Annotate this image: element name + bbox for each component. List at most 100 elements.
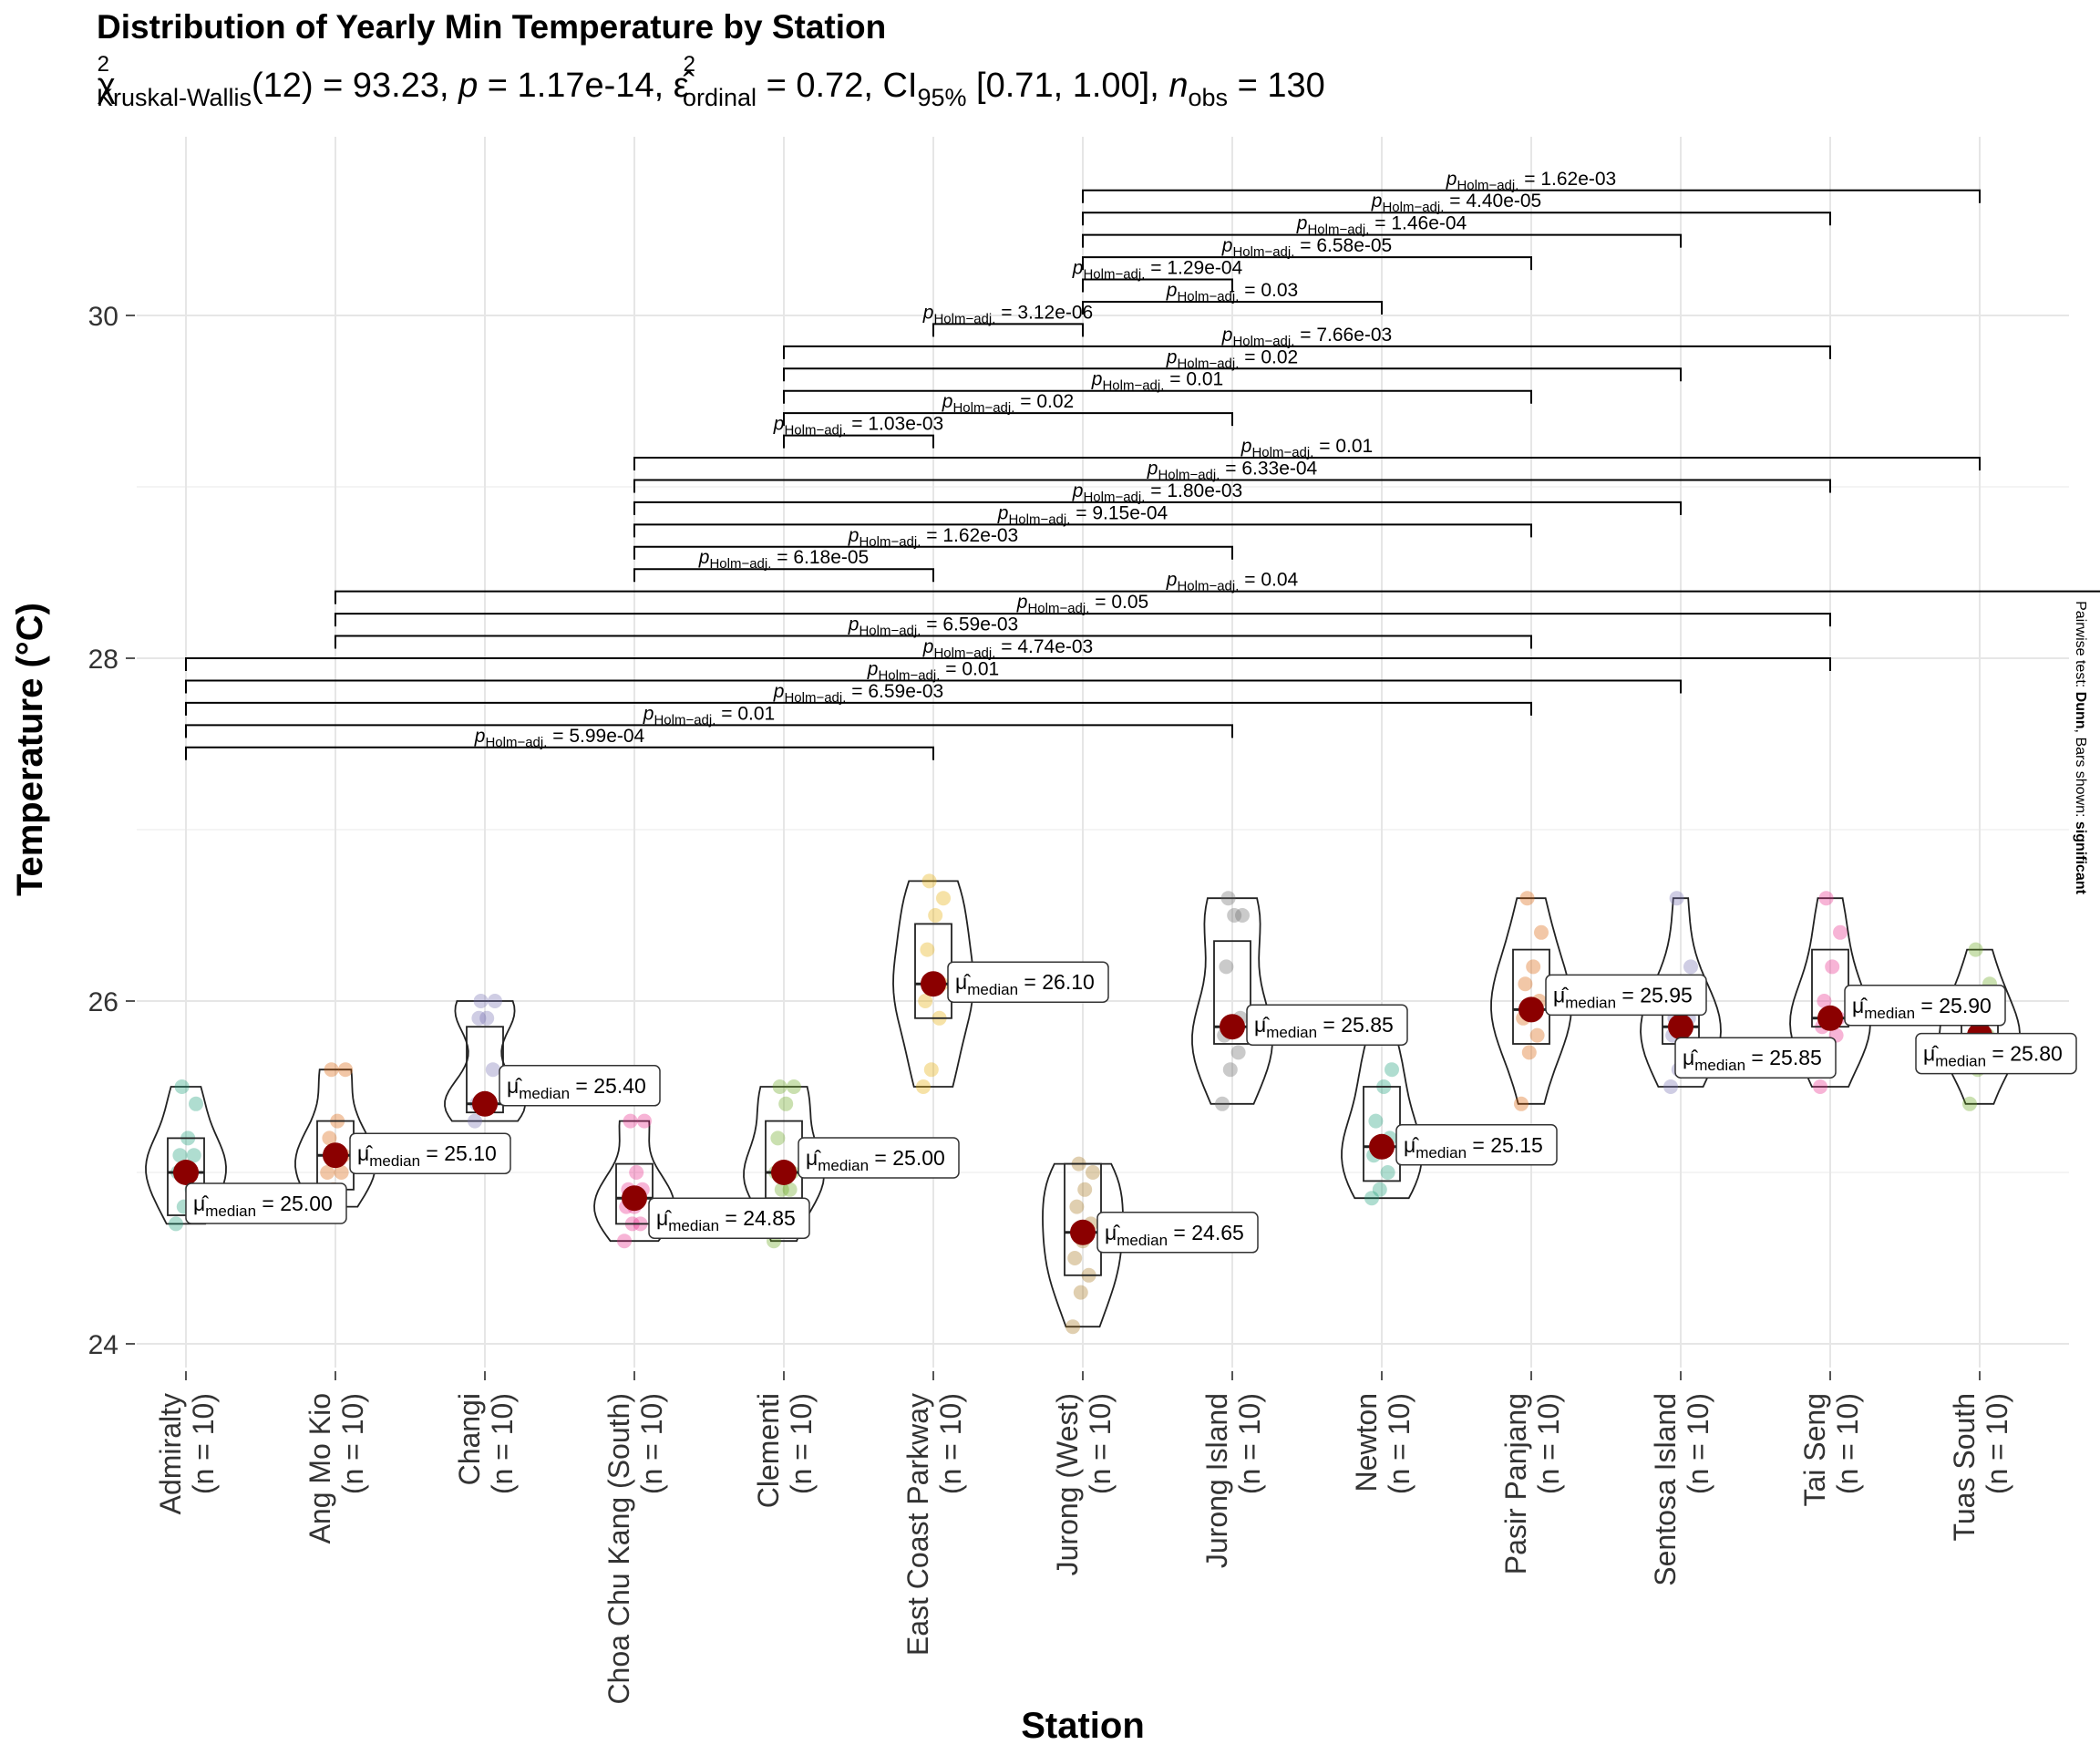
data-point (1833, 924, 1848, 940)
x-tick-label: Ang Mo Kio (304, 1393, 336, 1543)
median-point (1070, 1219, 1096, 1245)
median-label-text: μ̂median = 24.65 (1105, 1221, 1244, 1249)
pairwise-label: pHolm−adj. = 0.04 (1166, 570, 1299, 594)
chart-subtitle: χ2 Kruskal-Wallis(12) = 93.23, p = 1.17e-… (97, 52, 1325, 111)
median-label: μ̂median = 24.65 (1096, 1212, 1259, 1254)
data-point (174, 1079, 190, 1094)
pairwise-label: pHolm−adj. = 1.29e-04 (1072, 258, 1243, 283)
pairwise-bracket (633, 501, 1682, 515)
median-label-text: μ̂median = 25.85 (1254, 1013, 1394, 1041)
pairwise-bracket (633, 457, 1981, 471)
median-point (921, 971, 946, 997)
data-point (629, 1165, 644, 1180)
data-point (770, 1130, 786, 1146)
violin-shape (1042, 1162, 1124, 1328)
pairwise-label: pHolm−adj. = 3.12e-06 (922, 302, 1093, 326)
median-point (1668, 1014, 1693, 1040)
median-label-box (1844, 985, 2006, 1027)
x-tick-n-label: (n = 10) (1831, 1393, 1864, 1494)
data-point (1818, 891, 1834, 906)
chart-title: Distribution of Yearly Min Temperature b… (97, 8, 886, 46)
data-point (1069, 1199, 1085, 1214)
subtitle-n-sub: obs (1188, 84, 1228, 111)
data-point (1534, 924, 1549, 940)
data-point (782, 1182, 798, 1197)
data-point (936, 891, 951, 906)
pairwise-label: pHolm−adj. = 0.05 (1016, 592, 1148, 616)
data-point (1385, 1062, 1399, 1078)
median-labels: μ̂median = 25.00 μ̂median = 25.10 μ̂median… (185, 961, 2077, 1254)
median-label-text: μ̂median = 25.95 (1553, 983, 1693, 1011)
pairwise-comparison: pHolm−adj. = 4.40e-05 (1082, 191, 1831, 226)
subtitle-ci-sub: 95% (917, 84, 966, 111)
pairwise-label: pHolm−adj. = 4.74e-03 (922, 636, 1093, 661)
data-point (1380, 1165, 1395, 1180)
data-point (637, 1113, 652, 1129)
pairwise-bracket (1082, 233, 1682, 248)
data-point (1968, 942, 1983, 957)
median-point (323, 1142, 348, 1169)
x-tick-label: Pasir Panjang (1499, 1393, 1532, 1574)
median-label: μ̂median = 25.40 (499, 1065, 661, 1107)
x-tick-n-label: (n = 10) (1532, 1393, 1565, 1494)
x-tick-label: Jurong (West) (1051, 1393, 1084, 1575)
pairwise-label: pHolm−adj. = 0.01 (1091, 369, 1223, 394)
x-tick-label: Sentosa Island (1649, 1393, 1682, 1586)
pairwise-bracket (932, 323, 1084, 337)
median-label: μ̂median = 25.85 (1246, 1004, 1408, 1046)
data-point (1962, 1096, 1977, 1111)
pairwise-comparison: pHolm−adj. = 0.01 (185, 658, 1682, 694)
pairwise-comparison: pHolm−adj. = 0.01 (185, 703, 1233, 738)
pairwise-label: pHolm−adj. = 1.03e-03 (773, 414, 943, 439)
subtitle-chi: χ (98, 67, 116, 105)
data-point (1065, 1319, 1080, 1335)
x-tick-label: Admiralty (154, 1393, 187, 1514)
data-point (1364, 1191, 1379, 1206)
violin-shape (1490, 897, 1572, 1105)
pairwise-comparison: pHolm−adj. = 6.33e-04 (633, 458, 1831, 493)
x-tick-label-group: Choa Chu Kang (South) (n = 10) (602, 1393, 668, 1705)
data-point (172, 1148, 188, 1163)
pairwise-comparison: pHolm−adj. = 6.59e-03 (185, 681, 1532, 716)
data-point (1514, 1096, 1529, 1111)
median-point (1518, 996, 1544, 1023)
caption: Pairwise test: Dunn, Bars shown: signifi… (2073, 601, 2088, 895)
pairwise-comparison: pHolm−adj. = 1.03e-03 (773, 414, 943, 449)
violin-shape (1640, 897, 1722, 1088)
pairwise-bracket (185, 679, 1682, 694)
pairwise-comparison: pHolm−adj. = 6.18e-05 (633, 547, 934, 583)
data-point (1529, 1027, 1545, 1043)
pairwise-label: pHolm−adj. = 6.18e-05 (698, 547, 869, 572)
data-point (473, 994, 489, 1008)
pairwise-bracket (633, 568, 934, 583)
median-label-text: μ̂median = 26.10 (955, 970, 1095, 998)
pairwise-bracket (633, 479, 1831, 493)
pairwise-bracket (185, 746, 934, 760)
violin-shape (892, 880, 974, 1088)
x-tick-label-group: Ang Mo Kio (n = 10) (304, 1393, 369, 1543)
x-tick-label-group: Admiralty (n = 10) (154, 1393, 220, 1514)
pairwise-comparison: pHolm−adj. = 0.04 (335, 570, 2100, 604)
data-point (1222, 1062, 1238, 1078)
median-label-text: μ̂median = 25.80 (1923, 1042, 2063, 1070)
pairwise-label: pHolm−adj. = 7.66e-03 (1221, 325, 1392, 349)
pairwise-label: pHolm−adj. = 1.62e-03 (848, 525, 1018, 550)
data-point (918, 994, 933, 1008)
pairwise-bracket (335, 635, 1532, 649)
pairwise-comparison: pHolm−adj. = 0.03 (1082, 280, 1383, 315)
x-tick-n-label: (n = 10) (1084, 1393, 1117, 1494)
x-tick-label-group: Tai Seng (n = 10) (1798, 1393, 1864, 1507)
pairwise-comparison: pHolm−adj. = 7.66e-03 (783, 325, 1831, 359)
data-point (1086, 1165, 1100, 1180)
caption-test: Dunn (2073, 692, 2088, 729)
median-label: μ̂median = 24.85 (648, 1197, 810, 1239)
x-tick-label: Tuas South (1948, 1393, 1981, 1541)
data-point (1230, 1045, 1246, 1060)
data-point (1519, 891, 1535, 906)
box (615, 1162, 654, 1225)
median-label: μ̂median = 26.10 (947, 961, 1109, 1003)
data-point (169, 1216, 183, 1232)
data-point (617, 1234, 632, 1249)
data-point (916, 1079, 931, 1094)
